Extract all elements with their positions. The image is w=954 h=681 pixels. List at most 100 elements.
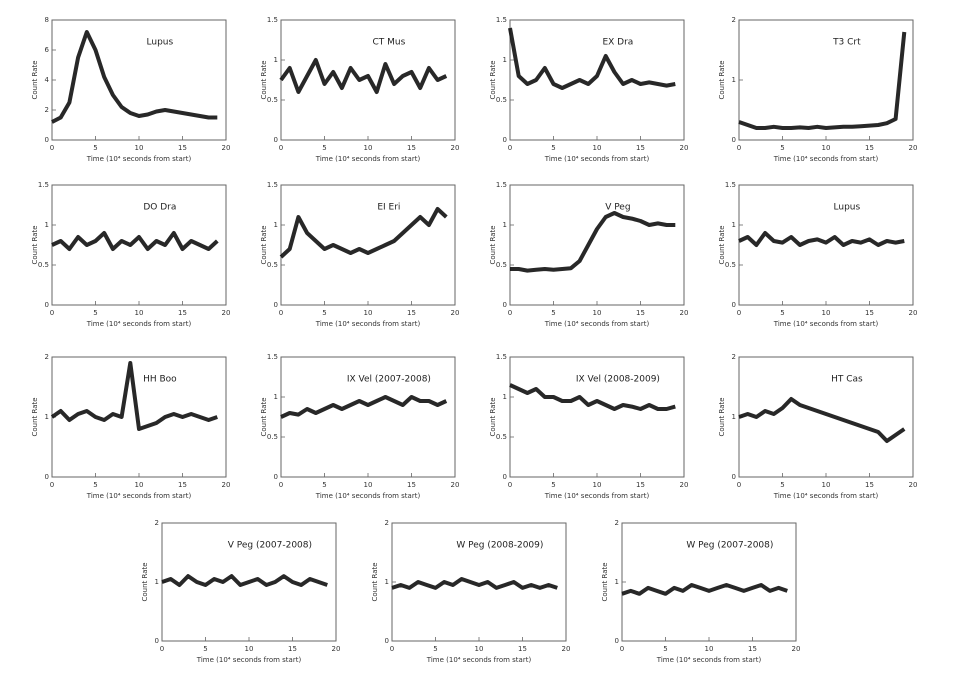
x-axis-label: Time (10⁴ seconds from start) (773, 320, 879, 328)
light-curve (738, 31, 907, 130)
x-tick-label: 0 (390, 645, 394, 653)
y-tick-label: 1.5 (496, 16, 507, 24)
x-tick-label: 20 (332, 645, 341, 653)
y-tick-label: 0.5 (267, 261, 278, 269)
x-axis-label: Time (10⁴ seconds from start) (196, 656, 302, 664)
panel-title: IX Vel (2007-2008) (347, 375, 431, 385)
x-tick-label: 15 (407, 481, 416, 489)
y-tick-label: 1 (615, 578, 619, 586)
y-tick-label: 1 (732, 413, 736, 421)
y-tick-label: 1 (732, 221, 736, 229)
x-tick-label: 10 (135, 144, 144, 152)
x-tick-label: 0 (160, 645, 164, 653)
x-tick-label: 20 (451, 309, 460, 317)
x-tick-label: 15 (865, 309, 874, 317)
x-tick-label: 20 (792, 645, 801, 653)
y-tick-label: 1 (503, 221, 507, 229)
y-axis-label: Count Rate (718, 60, 726, 99)
x-tick-label: 20 (562, 645, 571, 653)
light-curve (391, 577, 558, 590)
x-axis-label: Time (10⁴ seconds from start) (315, 320, 421, 328)
panel-title: CT Mus (372, 38, 405, 48)
y-tick-label: 2 (615, 519, 619, 527)
x-tick-label: 15 (288, 645, 297, 653)
plot-frame (509, 184, 685, 306)
y-tick-label: 1.5 (267, 353, 278, 361)
x-tick-label: 5 (93, 309, 97, 317)
y-tick-label: 1 (732, 76, 736, 84)
y-axis-label: Count Rate (260, 225, 268, 264)
panel-title: HH Boo (143, 375, 177, 385)
light-curve (510, 211, 676, 273)
x-tick-label: 10 (245, 645, 254, 653)
y-tick-label: 1 (45, 413, 49, 421)
x-tick-label: 15 (636, 481, 645, 489)
x-axis-label: Time (10⁴ seconds from start) (426, 656, 532, 664)
x-tick-label: 15 (865, 481, 874, 489)
x-tick-label: 5 (663, 645, 667, 653)
x-tick-label: 15 (178, 309, 187, 317)
y-axis-label: Count Rate (489, 397, 497, 436)
y-tick-label: 1.5 (725, 181, 736, 189)
y-tick-label: 0.5 (496, 96, 507, 104)
plot-frame (738, 184, 914, 306)
y-axis-label: Count Rate (718, 397, 726, 436)
x-tick-label: 15 (748, 645, 757, 653)
light-curve (509, 383, 676, 411)
light-curve (280, 395, 448, 419)
y-axis-label: Count Rate (489, 225, 497, 264)
y-tick-label: 0 (503, 473, 507, 481)
y-tick-label: 0 (45, 136, 49, 144)
light-curve (621, 583, 788, 596)
x-tick-label: 5 (93, 144, 97, 152)
x-tick-label: 15 (865, 144, 874, 152)
y-tick-label: 0 (274, 473, 278, 481)
x-tick-label: 15 (407, 144, 416, 152)
x-tick-label: 15 (178, 481, 187, 489)
y-tick-label: 0.5 (725, 261, 736, 269)
x-tick-label: 20 (451, 481, 460, 489)
light-curve (279, 207, 448, 259)
x-tick-label: 5 (780, 309, 784, 317)
x-tick-label: 20 (909, 144, 918, 152)
x-tick-label: 20 (680, 481, 689, 489)
x-tick-label: 20 (222, 144, 231, 152)
x-axis-label: Time (10⁴ seconds from start) (315, 492, 421, 500)
light-curve (50, 361, 218, 431)
panel-title: DO Dra (143, 203, 176, 213)
y-tick-label: 2 (385, 519, 389, 527)
x-tick-label: 0 (508, 309, 512, 317)
x-tick-label: 5 (551, 481, 555, 489)
x-tick-label: 15 (178, 144, 187, 152)
y-tick-label: 1 (503, 393, 507, 401)
y-tick-label: 0 (503, 301, 507, 309)
y-tick-label: 0 (274, 136, 278, 144)
x-tick-label: 10 (475, 645, 484, 653)
x-tick-label: 0 (50, 309, 54, 317)
y-tick-label: 1.5 (496, 181, 507, 189)
x-tick-label: 0 (279, 144, 283, 152)
y-tick-label: 0.5 (496, 261, 507, 269)
y-tick-label: 1.5 (267, 16, 278, 24)
x-tick-label: 20 (680, 144, 689, 152)
x-axis-label: Time (10⁴ seconds from start) (656, 656, 762, 664)
x-tick-label: 0 (620, 645, 624, 653)
light-curve (508, 27, 676, 90)
x-tick-label: 10 (364, 481, 373, 489)
y-tick-label: 0.5 (496, 433, 507, 441)
y-tick-label: 1.5 (496, 353, 507, 361)
y-tick-label: 2 (45, 353, 49, 361)
y-axis-label: Count Rate (260, 397, 268, 436)
x-tick-label: 10 (822, 481, 831, 489)
y-axis-label: Count Rate (601, 562, 609, 601)
y-tick-label: 1 (503, 56, 507, 64)
x-tick-label: 15 (407, 309, 416, 317)
x-tick-label: 5 (780, 481, 784, 489)
x-tick-label: 10 (593, 309, 602, 317)
y-tick-label: 8 (45, 16, 49, 24)
x-axis-label: Time (10⁴ seconds from start) (544, 492, 650, 500)
panel-title: W Peg (2008-2009) (456, 541, 543, 551)
y-axis-label: Count Rate (141, 562, 149, 601)
x-tick-label: 20 (909, 309, 918, 317)
x-tick-label: 5 (551, 144, 555, 152)
